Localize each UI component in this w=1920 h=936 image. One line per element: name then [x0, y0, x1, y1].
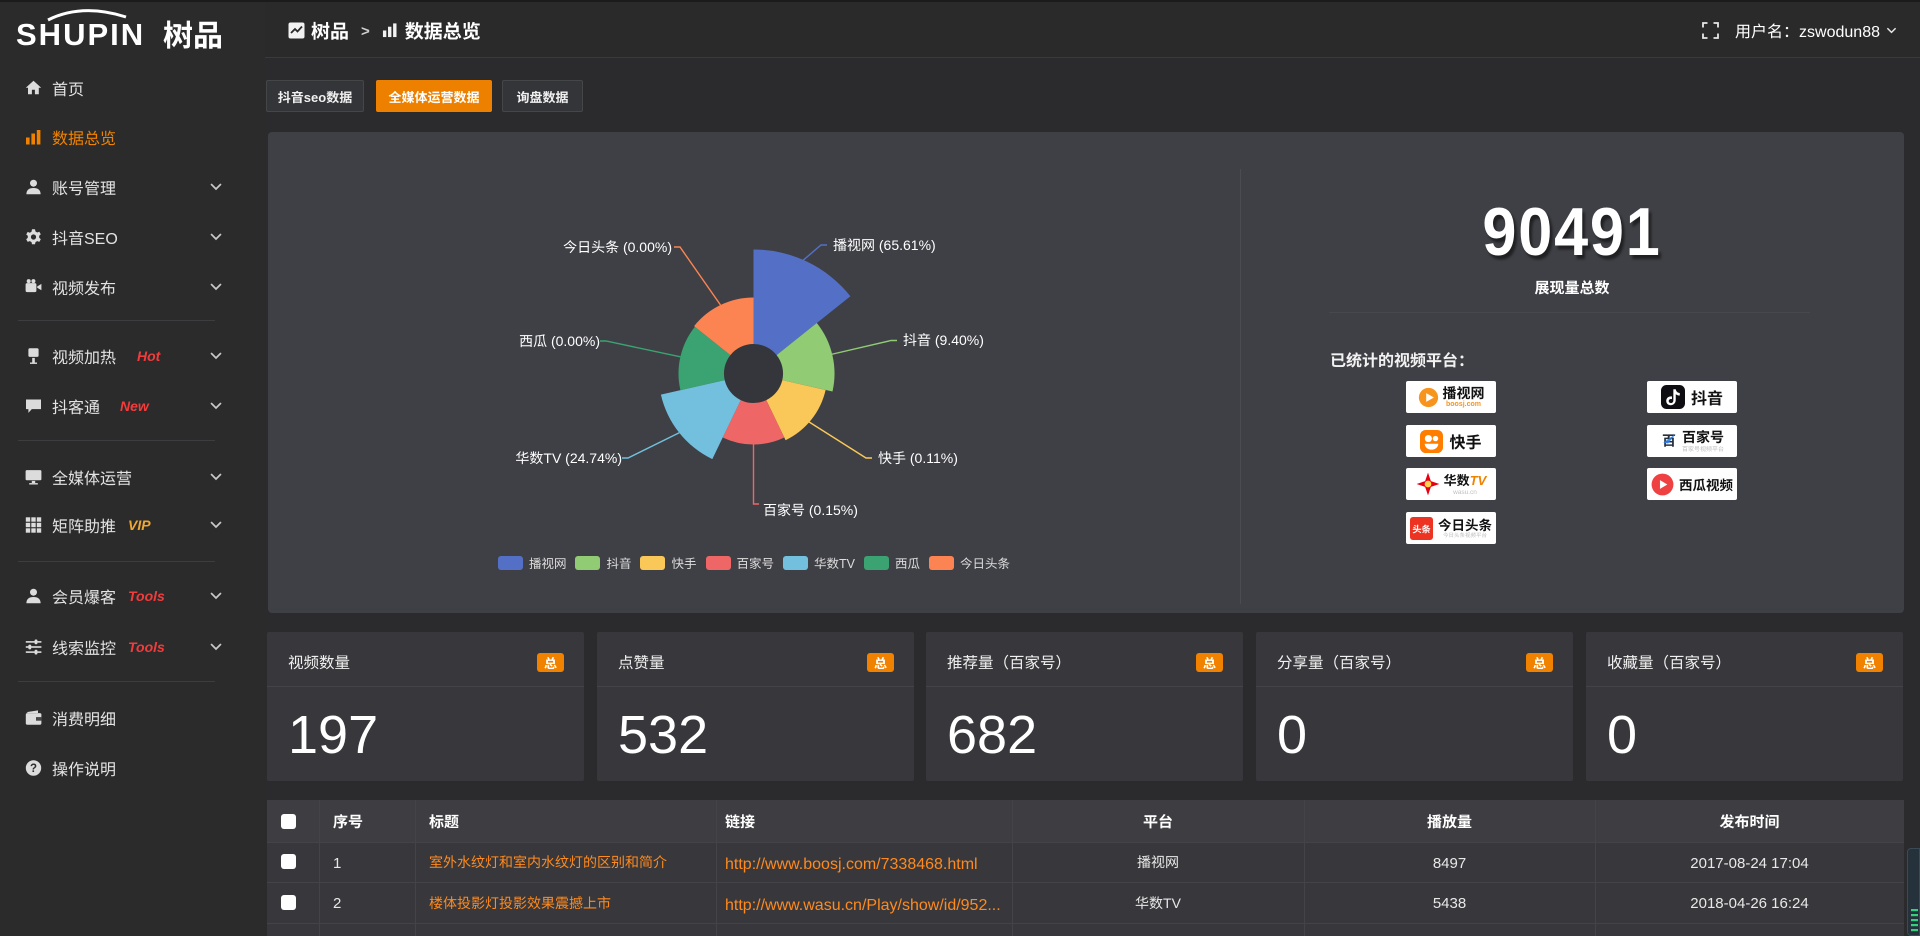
svg-text:快手 (0.11%): 快手 (0.11%)	[878, 448, 958, 468]
svg-text:西瓜 (0.00%): 西瓜 (0.00%)	[519, 331, 600, 351]
svg-text:树品: 树品	[163, 11, 223, 52]
svg-text:今日头条 (0.00%): 今日头条 (0.00%)	[563, 237, 672, 257]
svg-text:百家号 (0.15%): 百家号 (0.15%)	[763, 500, 858, 520]
svg-text:头条: 头条	[1412, 521, 1430, 535]
svg-text:SHUPIN: SHUPIN	[16, 17, 145, 52]
svg-text:华数TV (24.74%): 华数TV (24.74%)	[515, 448, 622, 468]
svg-text:抖音 (9.40%): 抖音 (9.40%)	[903, 330, 984, 350]
svg-text:播视网 (65.61%): 播视网 (65.61%)	[833, 235, 936, 255]
